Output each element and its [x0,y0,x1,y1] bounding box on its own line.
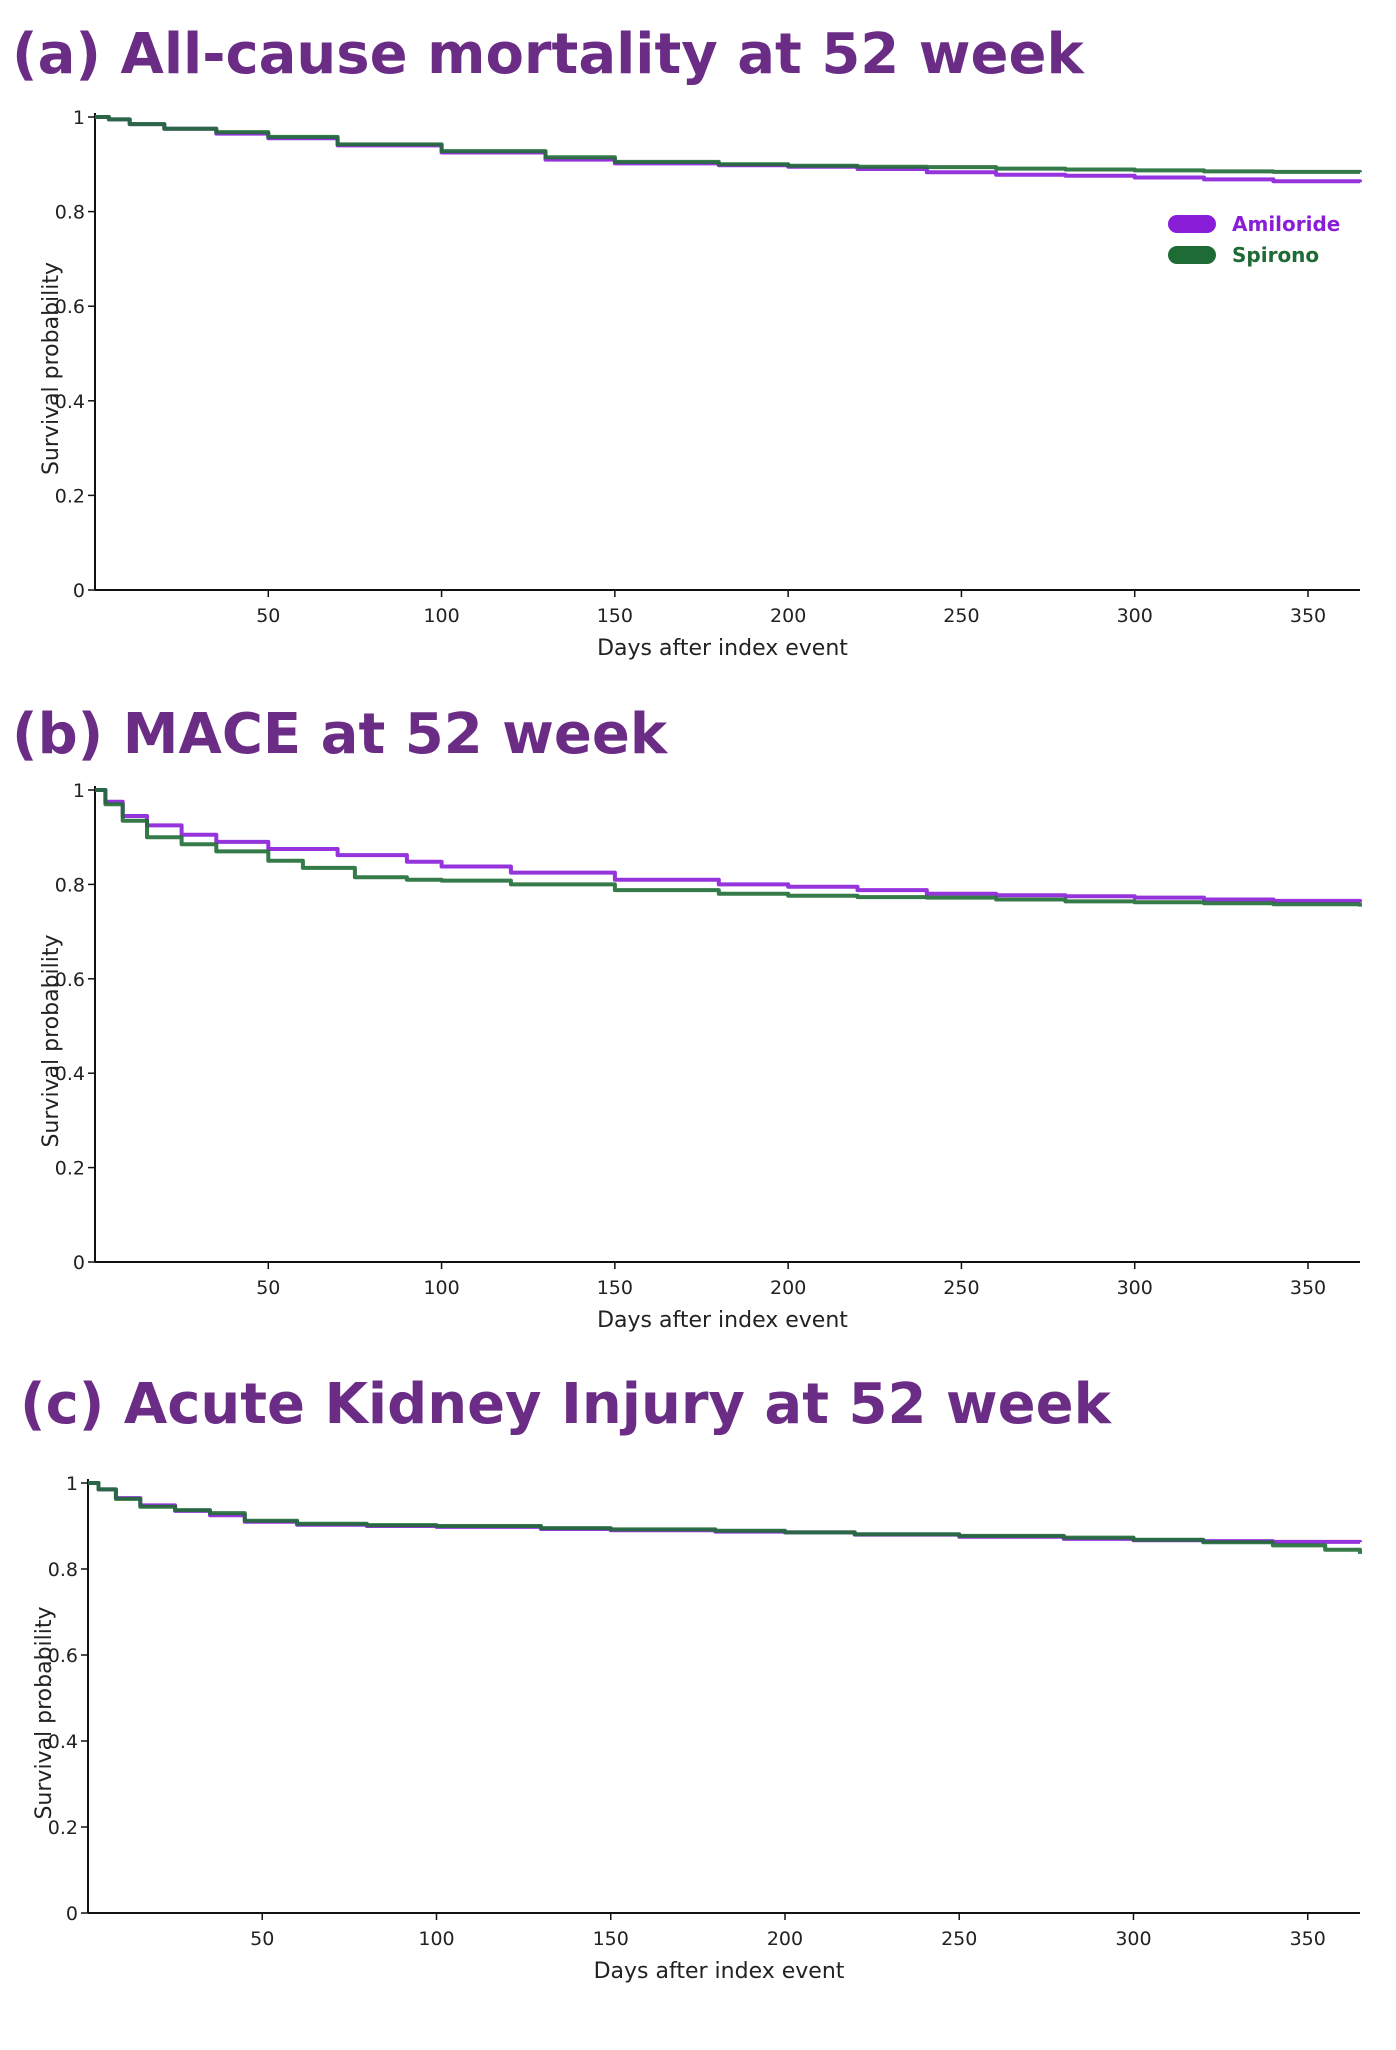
y-tick-label: 1 [73,107,85,129]
x-tick-label: 350 [1290,1277,1326,1299]
y-tick-label: 0.4 [48,1731,78,1753]
x-tick-label: 50 [256,1277,280,1299]
legend-swatch-amiloride [1168,215,1216,233]
legend-label-spirono: Spirono [1232,243,1319,267]
x-tick-label: 150 [597,605,633,627]
y-tick-label: 1 [66,1473,78,1495]
chart-b-title: (b) MACE at 52 week [12,702,668,767]
x-axis-label: Days after index event [594,1959,845,1984]
x-tick-label: 50 [250,1928,274,1950]
series-line-spirono [88,1481,1362,1554]
y-tick-label: 0.6 [55,969,85,991]
y-tick-label: 0.2 [55,485,85,507]
y-axis-label: Survival probability [39,262,64,475]
x-tick-label: 50 [256,605,280,627]
y-tick-label: 0 [73,580,85,602]
y-tick-label: 0.4 [55,391,85,413]
x-tick-label: 300 [1117,1277,1153,1299]
x-tick-label: 300 [1117,605,1153,627]
x-tick-label: 100 [418,1928,454,1950]
series-line-spirono [95,115,1362,174]
y-tick-label: 1 [73,780,85,802]
series-line-amiloride [88,1481,1362,1544]
x-tick-label: 200 [770,1277,806,1299]
y-tick-label: 0.6 [55,296,85,318]
y-axis-label: Survival probability [39,934,64,1147]
x-tick-label: 350 [1290,605,1326,627]
x-tick-label: 250 [941,1928,977,1950]
y-tick-label: 0.2 [55,1158,85,1180]
x-tick-label: 200 [770,605,806,627]
y-tick-label: 0.6 [48,1645,78,1667]
legend-label-amiloride: Amiloride [1232,212,1340,236]
y-tick-label: 0 [73,1252,85,1274]
x-tick-label: 150 [597,1277,633,1299]
x-tick-label: 350 [1290,1928,1326,1950]
series-line-spirono [95,788,1362,907]
x-axis-label: Days after index event [597,1308,848,1333]
x-tick-label: 200 [767,1928,803,1950]
series-line-amiloride [95,115,1362,184]
x-tick-label: 150 [593,1928,629,1950]
chart-c-title: (c) Acute Kidney Injury at 52 week [20,1372,1111,1437]
y-tick-label: 0.2 [48,1817,78,1839]
chart-a-title: (a) All-cause mortality at 52 week [12,22,1084,87]
x-tick-label: 100 [423,605,459,627]
x-tick-label: 250 [943,605,979,627]
y-tick-label: 0 [66,1903,78,1925]
legend-swatch-spirono [1168,246,1216,264]
y-tick-label: 0.8 [55,202,85,224]
x-tick-label: 250 [943,1277,979,1299]
y-tick-label: 0.8 [55,874,85,896]
y-tick-label: 0.8 [48,1559,78,1581]
y-tick-label: 0.4 [55,1063,85,1085]
y-axis-label: Survival probability [32,1606,57,1819]
series-line-amiloride [95,788,1362,903]
x-tick-label: 100 [423,1277,459,1299]
x-tick-label: 300 [1115,1928,1151,1950]
x-axis-label: Days after index event [597,636,848,661]
